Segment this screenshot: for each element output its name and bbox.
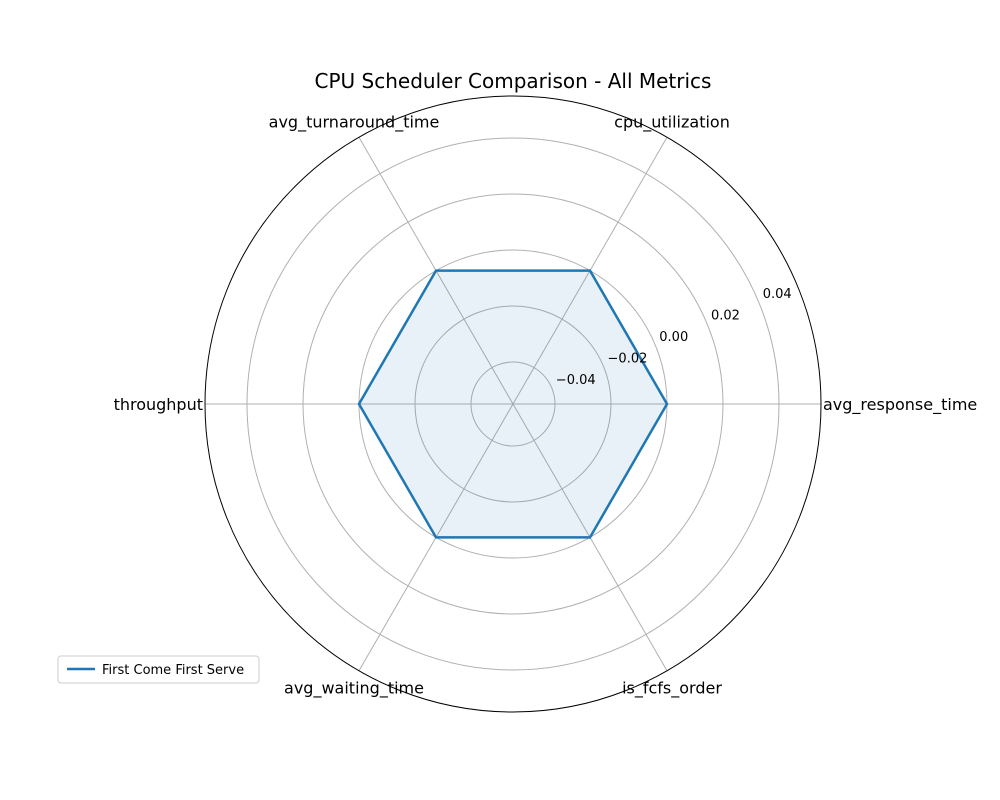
series-area <box>359 270 667 538</box>
legend: First Come First Serve <box>57 655 260 684</box>
radial-tick-label: −0.04 <box>556 373 596 388</box>
radial-tick-label: 0.02 <box>711 309 740 324</box>
axis-label: avg_turnaround_time <box>269 113 440 133</box>
polar-frame <box>204 95 822 713</box>
legend-frame <box>57 655 260 684</box>
label-layer: −0.04 −0.02 0.00 0.02 0.04 avg_response_time c… <box>114 113 978 699</box>
axis-label: avg_response_time <box>823 395 977 415</box>
axis-label: avg_waiting_time <box>284 678 424 698</box>
chart-title: CPU Scheduler Comparison - All Metrics <box>315 69 712 93</box>
axis-label: cpu_utilization <box>614 113 730 133</box>
axis-label: throughput <box>114 395 203 414</box>
legend-entry-label: First Come First Serve <box>102 663 244 678</box>
axis-label: is_fcfs_order <box>622 678 722 698</box>
series-layer <box>357 269 669 539</box>
radial-tick-label: 0.00 <box>659 330 688 345</box>
radial-tick-label: −0.02 <box>608 351 648 366</box>
radial-tick-label: 0.04 <box>763 287 792 302</box>
